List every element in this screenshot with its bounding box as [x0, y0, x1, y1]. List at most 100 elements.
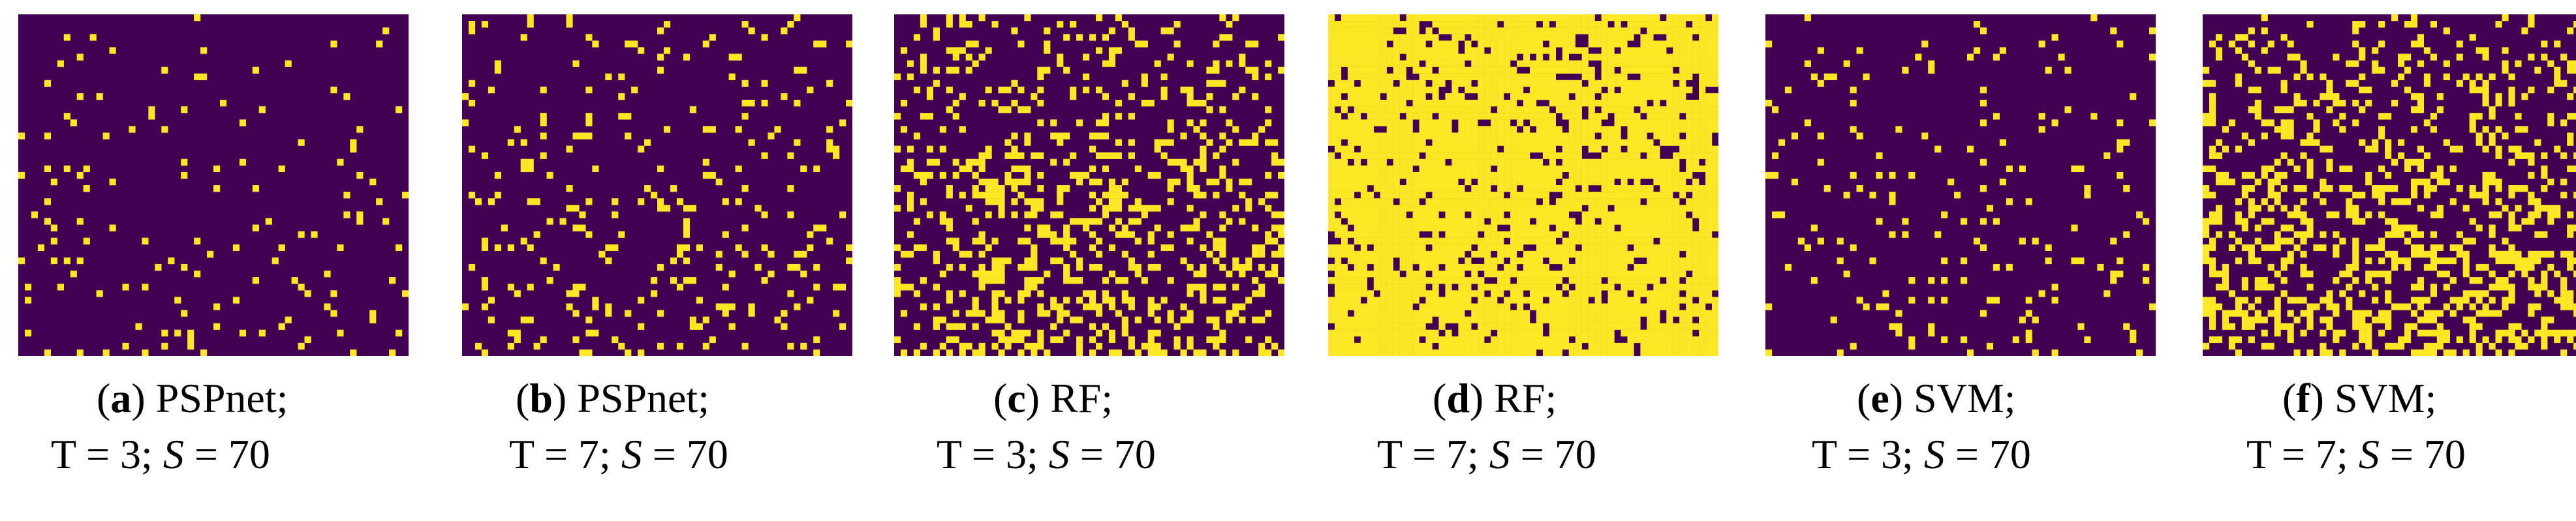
class-pixel	[2573, 60, 2576, 67]
class-pixel	[1588, 119, 1595, 127]
class-pixel	[1187, 165, 1194, 173]
class-pixel	[2025, 310, 2032, 317]
class-pixel	[2203, 257, 2210, 265]
class-pixel	[2378, 67, 2385, 74]
class-pixel	[1679, 106, 1686, 113]
class-pixel	[1653, 27, 1660, 35]
class-pixel	[1536, 126, 1544, 133]
class-pixel	[913, 34, 921, 41]
class-pixel	[1614, 316, 1621, 323]
class-pixel	[1640, 192, 1647, 199]
class-pixel	[1575, 224, 1582, 231]
class-pixel	[1128, 303, 1135, 310]
class-pixel	[1432, 211, 1439, 218]
class-pixel	[1647, 34, 1654, 41]
class-pixel	[1438, 224, 1446, 231]
class-pixel	[1419, 119, 1426, 127]
class-pixel	[1686, 106, 1693, 113]
class-pixel	[1354, 198, 1361, 205]
class-pixel	[2300, 263, 2307, 271]
class-pixel	[1432, 185, 1439, 192]
class-pixel	[2495, 178, 2502, 186]
class-pixel	[1614, 310, 1621, 317]
class-pixel	[109, 224, 116, 231]
class-pixel	[1536, 271, 1544, 278]
class-pixel	[1478, 113, 1485, 120]
class-pixel	[985, 145, 992, 153]
class-pixel	[1555, 277, 1562, 284]
class-pixel	[462, 119, 469, 127]
class-pixel	[1399, 100, 1406, 107]
class-pixel	[2235, 47, 2242, 54]
class-pixel	[2274, 237, 2281, 245]
class-pixel	[2352, 257, 2359, 265]
class-pixel	[2547, 290, 2554, 297]
class-pixel	[1265, 336, 1272, 344]
class-pixel	[998, 271, 1005, 278]
class-pixel	[1134, 165, 1141, 173]
class-pixel	[1712, 113, 1718, 120]
class-pixel	[1692, 205, 1699, 212]
class-pixel	[1523, 342, 1530, 350]
class-pixel	[2339, 290, 2346, 297]
class-pixel	[1529, 329, 1537, 336]
class-pixel	[1653, 67, 1660, 74]
class-pixel	[1928, 67, 1935, 74]
class-pixel	[1380, 53, 1387, 61]
class-pixel	[1245, 263, 1252, 271]
class-pixel	[1542, 60, 1550, 67]
class-pixel	[1614, 132, 1621, 140]
class-pixel	[200, 349, 208, 356]
class-pixel	[527, 14, 534, 22]
class-pixel	[1399, 139, 1406, 146]
class-pixel	[1393, 73, 1400, 80]
class-pixel	[1360, 277, 1367, 284]
class-pixel	[44, 165, 52, 173]
class-pixel	[1634, 224, 1641, 231]
class-pixel	[2515, 224, 2522, 231]
class-pixel	[1679, 185, 1686, 192]
class-pixel	[1386, 93, 1393, 100]
class-pixel	[1686, 257, 1693, 265]
class-pixel	[2372, 192, 2379, 199]
class-pixel	[1334, 34, 1342, 41]
class-pixel	[2534, 67, 2541, 74]
class-pixel	[1627, 218, 1634, 225]
class-pixel	[2378, 113, 2385, 120]
class-pixel	[1993, 113, 2000, 120]
class-pixel	[2417, 297, 2425, 304]
class-pixel	[1497, 323, 1504, 330]
class-pixel	[1406, 290, 1413, 297]
class-pixel	[1347, 211, 1355, 218]
class-pixel	[1011, 145, 1018, 153]
class-pixel	[1354, 342, 1361, 350]
class-pixel	[1070, 277, 1077, 284]
t-value: T = 3;	[1812, 431, 1914, 477]
class-pixel	[1712, 310, 1718, 317]
class-pixel	[2462, 297, 2470, 304]
class-pixel	[1360, 132, 1367, 140]
class-pixel	[1601, 342, 1608, 350]
class-pixel	[468, 21, 476, 28]
class-pixel	[285, 316, 292, 323]
class-pixel	[1134, 205, 1141, 212]
class-pixel	[1412, 244, 1420, 251]
class-pixel	[612, 244, 619, 251]
class-pixel	[998, 211, 1005, 218]
class-pixel	[533, 231, 540, 238]
class-pixel	[1373, 158, 1380, 166]
class-pixel	[1536, 93, 1544, 100]
class-pixel	[1921, 132, 1929, 140]
class-pixel	[1491, 34, 1498, 41]
class-pixel	[2469, 237, 2476, 245]
class-pixel	[1941, 336, 1948, 344]
class-pixel	[1328, 93, 1335, 100]
class-pixel	[2326, 290, 2333, 297]
class-pixel	[1128, 34, 1135, 41]
class-pixel	[1568, 290, 1575, 297]
class-pixel	[1354, 113, 1361, 120]
class-pixel	[1425, 290, 1433, 297]
class-pixel	[2534, 231, 2541, 238]
class-pixel	[1412, 250, 1420, 258]
class-pixel	[1666, 250, 1673, 258]
